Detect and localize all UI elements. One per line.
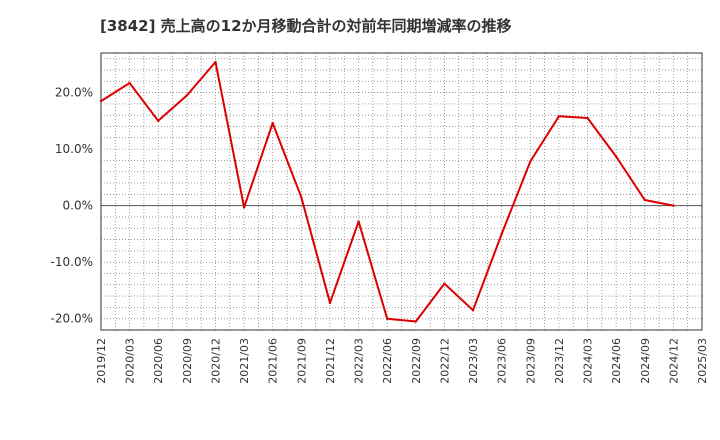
x-tick-label: 2025/03 (696, 338, 709, 384)
y-tick-label: 0.0% (63, 199, 94, 213)
data-point (643, 198, 646, 202)
x-axis-ticks: 2019/12 2020/03 2020/06 2020/09 2020/12 2021/… (95, 338, 709, 384)
x-tick-label: 2024/09 (639, 338, 652, 384)
data-point (414, 320, 418, 323)
data-point (185, 94, 189, 97)
data-point (271, 121, 274, 125)
x-tick-label: 2024/03 (582, 338, 595, 384)
x-tick-label: 2020/06 (152, 338, 165, 384)
plot-frame (100, 52, 703, 331)
data-point (529, 160, 532, 163)
x-tick-label: 2020/12 (209, 338, 222, 384)
data-point (99, 99, 103, 103)
grid (101, 53, 702, 330)
x-tick-label: 2022/12 (438, 338, 451, 384)
y-tick-label: -20.0% (51, 312, 93, 326)
data-point (385, 317, 389, 320)
x-tick-label: 2019/12 (95, 338, 108, 384)
data-point (328, 301, 332, 305)
x-tick-label: 2023/06 (496, 338, 509, 384)
data-point (586, 116, 589, 120)
data-point (443, 282, 446, 285)
x-tick-label: 2022/06 (381, 338, 394, 384)
x-tick-label: 2023/09 (524, 338, 537, 384)
data-point (357, 220, 360, 223)
y-tick-label: 10.0% (55, 142, 93, 156)
data-point (300, 195, 303, 199)
y-axis-ticks: 20.0% 10.0% 0.0% -10.0% -20.0% (51, 86, 93, 326)
data-point (471, 309, 475, 312)
series-layer (99, 60, 675, 323)
data-point (557, 115, 561, 118)
data-point (242, 206, 246, 209)
x-tick-label: 2024/06 (610, 338, 623, 384)
data-point (672, 204, 675, 207)
x-tick-label: 2021/03 (238, 338, 251, 384)
y-tick-label: 20.0% (55, 86, 93, 100)
x-tick-label: 2021/06 (267, 338, 280, 384)
data-point (157, 119, 160, 123)
x-tick-label: 2020/09 (181, 338, 194, 384)
axes (100, 52, 703, 331)
x-tick-label: 2021/09 (295, 338, 308, 384)
x-tick-label: 2022/03 (353, 338, 366, 384)
x-tick-label: 2020/03 (124, 338, 137, 384)
data-point (614, 155, 618, 158)
y-tick-label: -10.0% (51, 255, 93, 269)
data-point (500, 232, 503, 236)
x-tick-label: 2021/12 (324, 338, 337, 384)
x-tick-label: 2022/09 (410, 338, 423, 384)
data-point (214, 60, 217, 64)
data-point (128, 81, 131, 85)
x-tick-label: 2023/12 (553, 338, 566, 384)
x-tick-label: 2023/03 (467, 338, 480, 384)
chart-title: [3842] 売上高の12か月移動合計の対前年同期増減率の推移 (100, 17, 512, 35)
x-tick-label: 2024/12 (667, 338, 680, 384)
